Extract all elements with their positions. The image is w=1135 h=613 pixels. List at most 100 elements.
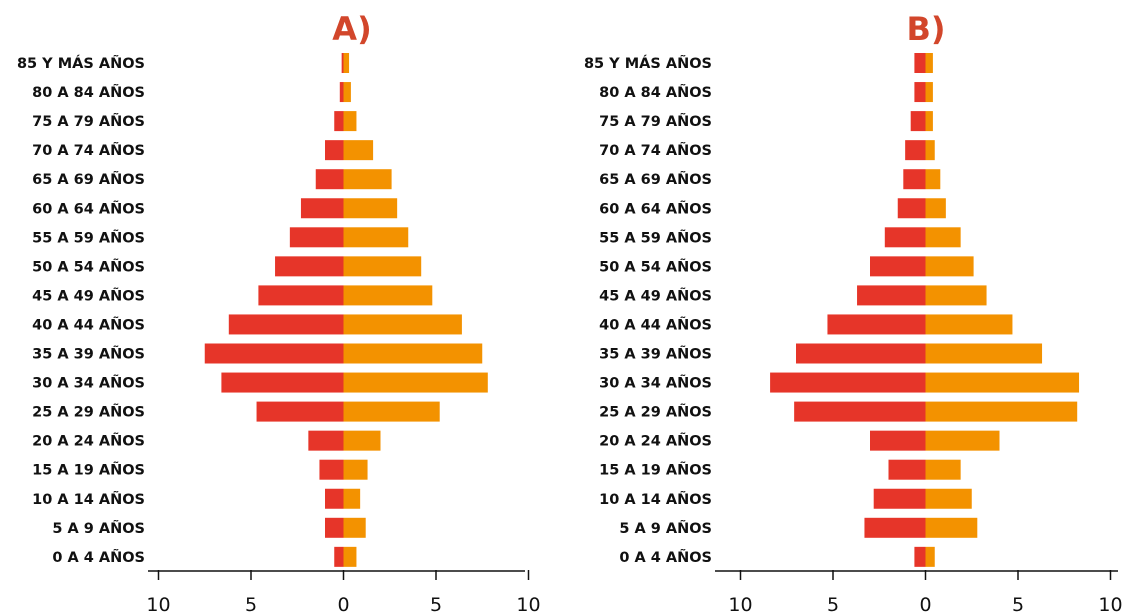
bar-right-0 [925, 53, 933, 73]
age-group-label: 10 A 14 AÑOS [32, 491, 145, 508]
bar-right-15 [343, 488, 361, 509]
age-group-label: 35 A 39 AÑOS [599, 346, 712, 363]
bar-left-16 [325, 517, 344, 538]
bar-left-11 [770, 372, 926, 393]
bar-left-7 [275, 256, 344, 277]
bar-right-9 [343, 314, 462, 335]
panel-title: A) [332, 10, 371, 48]
bar-left-5 [300, 198, 344, 219]
bar-right-6 [925, 227, 961, 248]
bar-left-8 [258, 285, 344, 306]
bar-left-12 [256, 401, 344, 422]
age-group-label: 65 A 69 AÑOS [599, 171, 712, 188]
age-group-label: 75 A 79 AÑOS [32, 113, 145, 130]
bar-right-11 [925, 372, 1080, 393]
age-group-label: 30 A 34 AÑOS [32, 375, 145, 392]
bar-left-3 [905, 140, 926, 161]
bar-right-6 [343, 227, 409, 248]
age-group-label: 60 A 64 AÑOS [32, 200, 145, 217]
age-group-label: 40 A 44 AÑOS [32, 316, 145, 333]
age-group-label: 50 A 54 AÑOS [32, 258, 145, 275]
bar-right-16 [925, 517, 978, 538]
age-group-label: 70 A 74 AÑOS [32, 142, 145, 159]
age-group-label: 65 A 69 AÑOS [32, 171, 145, 188]
bar-right-3 [925, 140, 935, 161]
bar-left-14 [888, 459, 926, 480]
bar-right-11 [343, 372, 488, 393]
panel-title: B) [906, 10, 945, 48]
bar-left-13 [308, 430, 344, 451]
bar-right-10 [343, 343, 483, 364]
bar-right-1 [343, 82, 351, 103]
bar-left-17 [914, 546, 926, 567]
bar-right-5 [343, 198, 398, 219]
bar-left-0 [914, 53, 926, 73]
age-group-label: 5 A 9 AÑOS [52, 520, 145, 537]
age-group-label: 25 A 29 AÑOS [32, 404, 145, 421]
bar-left-3 [325, 140, 344, 161]
age-group-label: 85 Y MÁS AÑOS [584, 55, 712, 72]
bar-right-14 [343, 459, 368, 480]
bar-left-6 [884, 227, 926, 248]
bar-left-15 [873, 488, 926, 509]
x-tick-label: 5 [245, 594, 257, 613]
age-group-label: 25 A 29 AÑOS [599, 404, 712, 421]
bar-right-2 [343, 111, 357, 132]
bar-right-7 [925, 256, 974, 277]
bar-left-2 [334, 111, 344, 132]
age-group-label: 15 A 19 AÑOS [32, 462, 145, 479]
bar-left-4 [903, 169, 926, 190]
age-group-label: 55 A 59 AÑOS [599, 229, 712, 246]
age-group-label: 40 A 44 AÑOS [599, 316, 712, 333]
bar-left-12 [794, 401, 926, 422]
bar-right-7 [343, 256, 422, 277]
age-group-label: 55 A 59 AÑOS [32, 229, 145, 246]
bar-right-16 [343, 517, 366, 538]
pyramid-panel-b: B) 85 Y MÁS AÑOS 80 A 84 AÑOS 75 A 79 AÑOS 7… [584, 10, 1123, 613]
age-group-label: 30 A 34 AÑOS [599, 375, 712, 392]
age-group-label: 35 A 39 AÑOS [32, 346, 145, 363]
bar-right-14 [925, 459, 961, 480]
bar-left-9 [228, 314, 344, 335]
bar-left-1 [914, 82, 926, 103]
bar-left-1 [339, 82, 344, 103]
bar-left-8 [857, 285, 926, 306]
bar-right-0 [343, 53, 350, 73]
bar-left-10 [796, 343, 926, 364]
age-group-label: 80 A 84 AÑOS [32, 84, 145, 101]
bar-left-5 [897, 198, 926, 219]
bar-left-14 [319, 459, 344, 480]
bar-right-10 [925, 343, 1043, 364]
bar-left-10 [204, 343, 344, 364]
age-group-label: 20 A 24 AÑOS [32, 433, 145, 450]
bar-left-17 [334, 546, 344, 567]
bar-left-7 [870, 256, 926, 277]
x-tick-label: 5 [1012, 594, 1024, 613]
bar-right-12 [925, 401, 1078, 422]
age-group-label: 60 A 64 AÑOS [599, 200, 712, 217]
bar-left-0 [341, 53, 344, 73]
bar-right-4 [343, 169, 392, 190]
age-group-label: 85 Y MÁS AÑOS [17, 55, 145, 72]
x-tick-label: 5 [827, 594, 839, 613]
x-tick-label: 0 [337, 594, 349, 613]
age-group-label: 75 A 79 AÑOS [599, 113, 712, 130]
bar-left-13 [870, 430, 926, 451]
bar-right-8 [343, 285, 433, 306]
bar-right-17 [925, 546, 935, 567]
bar-left-2 [910, 111, 926, 132]
bar-right-4 [925, 169, 941, 190]
age-group-label: 0 A 4 AÑOS [619, 549, 712, 566]
bar-right-5 [925, 198, 946, 219]
bar-right-1 [925, 82, 933, 103]
bar-left-9 [827, 314, 926, 335]
pyramid-panel-a: A) 85 Y MÁS AÑOS 80 A 84 AÑOS 75 A 79 AÑOS 7… [17, 10, 541, 613]
bar-right-13 [925, 430, 1000, 451]
x-tick-label: 10 [146, 594, 170, 613]
age-group-label: 70 A 74 AÑOS [599, 142, 712, 159]
bar-right-3 [343, 140, 374, 161]
age-group-label: 15 A 19 AÑOS [599, 462, 712, 479]
age-group-label: 10 A 14 AÑOS [599, 491, 712, 508]
age-group-label: 45 A 49 AÑOS [599, 287, 712, 304]
bar-right-17 [343, 546, 357, 567]
